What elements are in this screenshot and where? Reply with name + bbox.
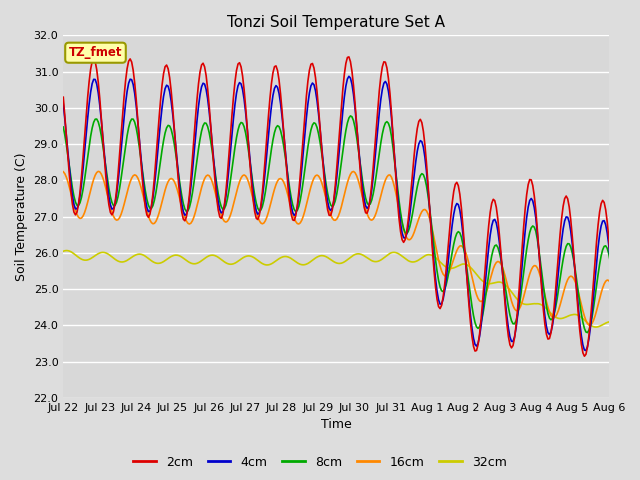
Title: Tonzi Soil Temperature Set A: Tonzi Soil Temperature Set A (227, 15, 445, 30)
Y-axis label: Soil Temperature (C): Soil Temperature (C) (15, 153, 28, 281)
Legend: 2cm, 4cm, 8cm, 16cm, 32cm: 2cm, 4cm, 8cm, 16cm, 32cm (128, 451, 512, 474)
X-axis label: Time: Time (321, 419, 351, 432)
Text: TZ_fmet: TZ_fmet (68, 46, 122, 59)
